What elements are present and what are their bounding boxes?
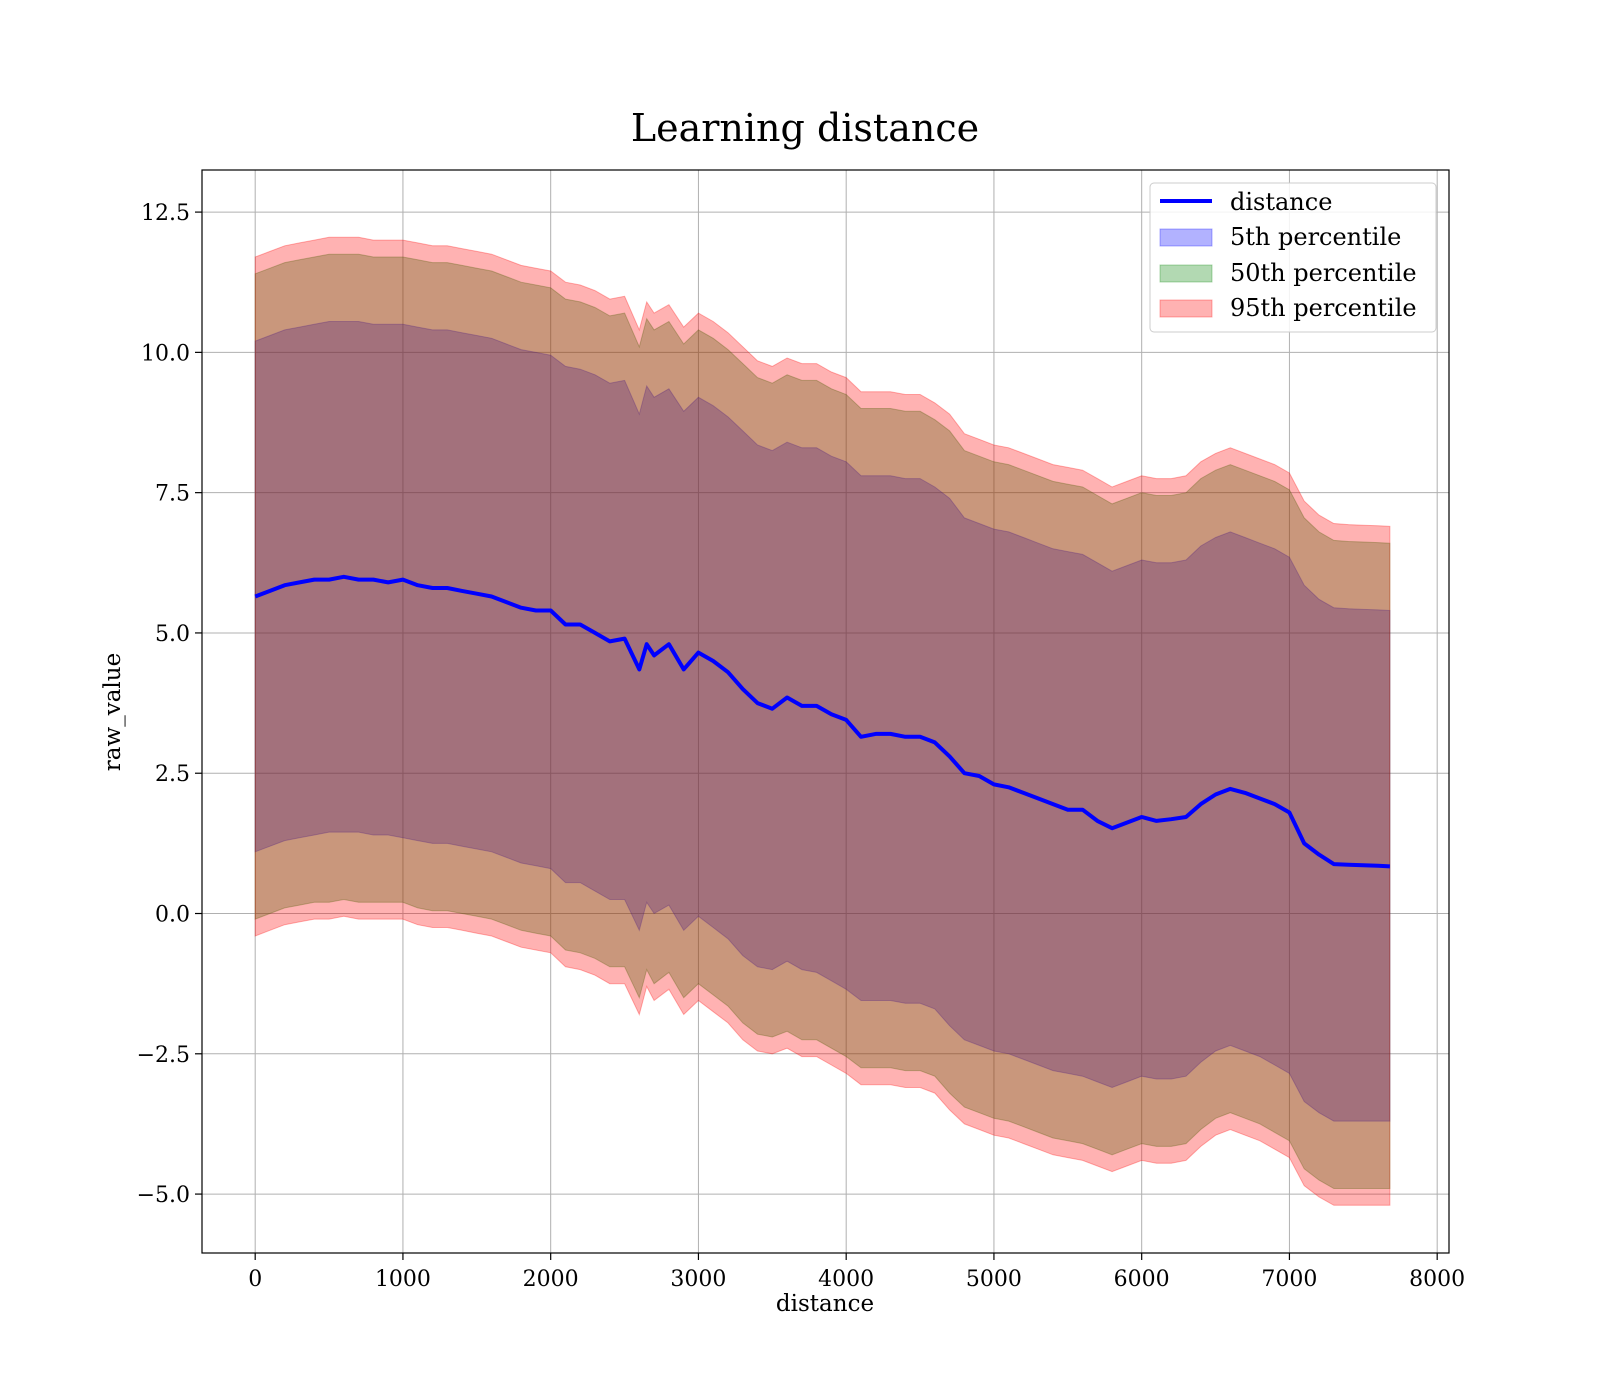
x-tick-label: 2000: [523, 1267, 579, 1292]
band-5th-percentile: [254, 321, 1391, 1122]
x-tick-label: 7000: [1261, 1267, 1317, 1292]
x-tick-label: 5000: [966, 1267, 1022, 1292]
band-50th-percentile: [254, 253, 1391, 1189]
chart-title: Learning distance: [631, 106, 979, 150]
grid: [202, 170, 1449, 1253]
legend-label-50th: 50th percentile: [1230, 259, 1417, 287]
legend-swatch-5th: [1159, 228, 1213, 247]
distance-series: [254, 574, 1391, 869]
x-tick-label: 3000: [670, 1267, 726, 1292]
y-tick-label: −2.5: [137, 1043, 190, 1068]
legend-swatch-95th: [1159, 299, 1213, 318]
plot-frame: [201, 169, 1450, 1254]
y-axis-ticks: −5.0 −2.5 0.0 2.5 5.0 7.5 10.0 12.5: [137, 201, 202, 1208]
band-95th-percentile: [254, 236, 1391, 1206]
y-tick-label: 7.5: [155, 482, 190, 507]
legend-label-95th: 95th percentile: [1230, 294, 1417, 322]
y-tick-label: 10.0: [141, 341, 190, 366]
x-tick-label: 8000: [1409, 1267, 1465, 1292]
legend-swatch-50th: [1159, 264, 1213, 283]
legend-box: [1149, 182, 1437, 333]
y-tick-label: 0.0: [155, 903, 190, 928]
legend-label-5th: 5th percentile: [1230, 223, 1401, 251]
x-axis-label: distance: [776, 1291, 874, 1317]
x-tick-label: 0: [248, 1267, 262, 1292]
y-axis-label: raw_value: [100, 653, 126, 771]
x-axis-ticks: 0 1000 2000 3000 4000 5000 6000 7000 8000: [248, 1253, 1465, 1292]
x-tick-label: 1000: [375, 1267, 431, 1292]
y-tick-label: −5.0: [137, 1183, 190, 1208]
legend: distance 5th percentile 50th percentile …: [1149, 182, 1437, 333]
x-tick-label: 6000: [1114, 1267, 1170, 1292]
line-distance: [254, 574, 1391, 869]
percentile-bands: [254, 236, 1391, 1206]
y-tick-label: 2.5: [155, 762, 190, 787]
x-tick-label: 4000: [818, 1267, 874, 1292]
legend-label-distance: distance: [1230, 188, 1332, 216]
y-tick-label: 5.0: [155, 622, 190, 647]
y-tick-label: 12.5: [141, 201, 190, 226]
